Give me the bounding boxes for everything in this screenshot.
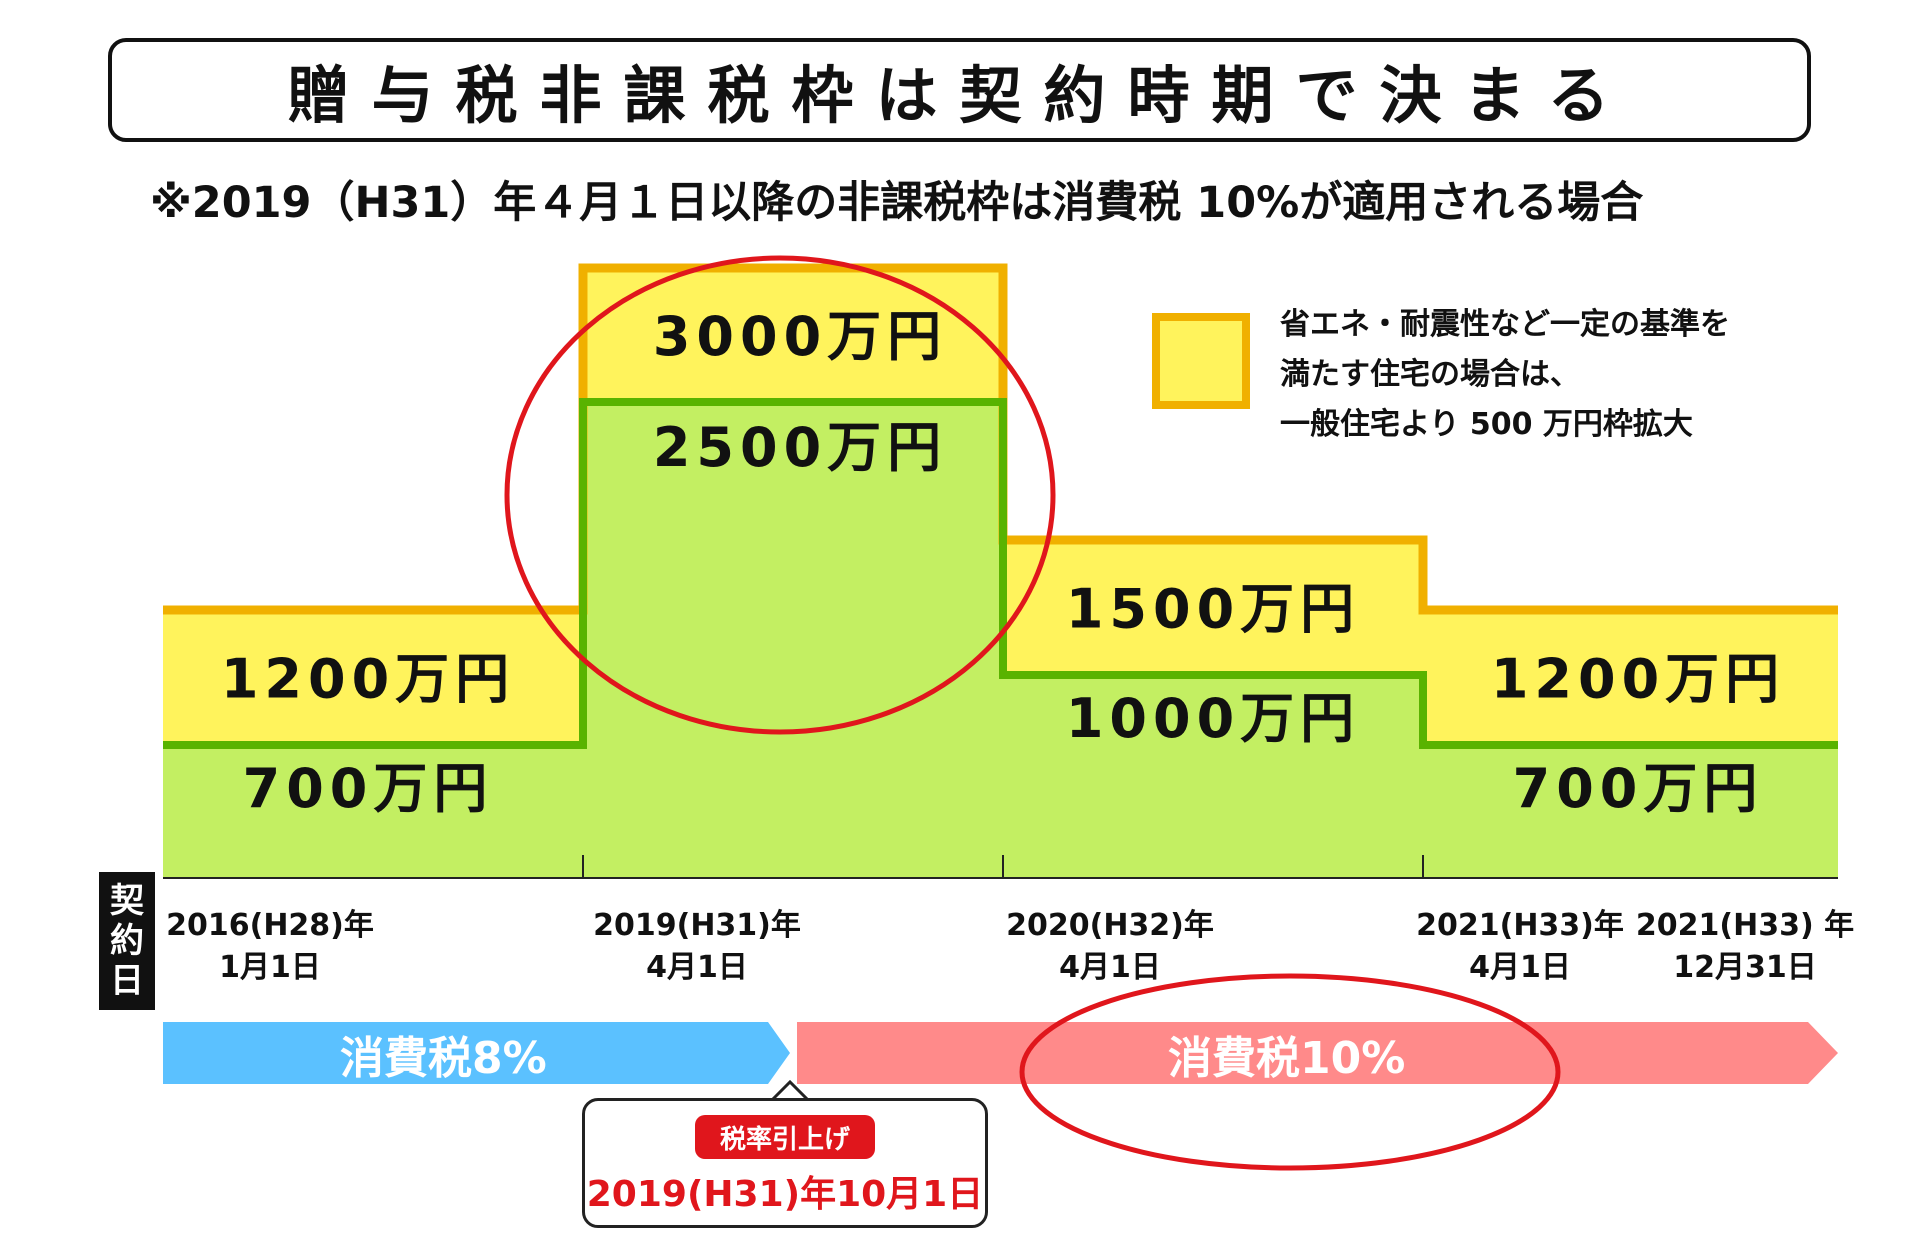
qualified-value-label-3: 1200万円 (1491, 648, 1785, 711)
contract-char-3: 日 (110, 961, 144, 1001)
date-label-2-year: 2020(H32)年 (1006, 908, 1214, 943)
highlight-circle-2019 (504, 255, 1056, 735)
tax-hike-callout: 税率引上げ 2019(H31)年10月1日 (582, 1098, 988, 1228)
qualified-value-label-1: 3000万円 (653, 305, 947, 368)
legend-line-1: 省エネ・耐震性など一定の基準を (1280, 307, 1730, 342)
contract-char-2: 約 (110, 921, 144, 961)
highlight-circles (504, 255, 1561, 1171)
date-label-1-day: 4月1日 (646, 950, 748, 985)
highlight-circle-tax10 (1019, 973, 1561, 1171)
date-label-3-day: 4月1日 (1469, 950, 1571, 985)
contract-char-1: 契 (110, 881, 144, 921)
date-label-4-year: 2021(H33) 年 (1636, 908, 1854, 943)
general-area-2 (1003, 675, 1423, 878)
tax-10-label: 消費税10% (1168, 1033, 1406, 1084)
tax-8-arrow (163, 1022, 790, 1084)
legend-swatch (1152, 313, 1250, 409)
date-label-1-year: 2019(H31)年 (593, 908, 801, 943)
tax-8-label: 消費税8% (340, 1033, 547, 1084)
date-label-2-day: 4月1日 (1059, 950, 1161, 985)
tax-hike-date: 2019(H31)年10月1日 (586, 1174, 984, 1215)
subtitle: ※2019（H31）年４月１日以降の非課税枠は消費税 10%が適用される場合 (150, 178, 1644, 228)
tax-10-arrow (797, 1022, 1838, 1084)
page-title: 贈与税非課税枠は契約時期で決まる (287, 59, 1632, 132)
general-area-0 (163, 745, 583, 878)
general-value-label-1: 2500万円 (653, 416, 947, 479)
general-value-label-0: 700万円 (243, 757, 494, 820)
legend-line-3: 一般住宅より 500 万円枠拡大 (1280, 407, 1693, 442)
chart-value-labels: 1200万円 700万円 3000万円 2500万円 1500万円 1000万円 1200万… (221, 305, 1785, 820)
general-value-label-3: 700万円 (1513, 757, 1764, 820)
legend-line-2: 満たす住宅の場合は、 (1280, 357, 1580, 392)
general-area-3 (1423, 745, 1838, 878)
general-area-1 (583, 402, 1003, 878)
general-value-label-2: 1000万円 (1066, 687, 1360, 750)
date-label-3-year: 2021(H33)年 (1416, 908, 1624, 943)
date-label-0-day: 1月1日 (219, 950, 321, 985)
qualified-value-label-2: 1500万円 (1066, 578, 1360, 641)
chart-axis: 2016(H28)年 1月1日 2019(H31)年 4月1日 2020(H32)年 4月… (163, 855, 1854, 1102)
general-step-line (163, 398, 1838, 749)
qualified-value-label-0: 1200万円 (221, 648, 515, 711)
date-label-0-year: 2016(H28)年 (166, 908, 374, 943)
legend-text: 省エネ・耐震性など一定の基準を 満たす住宅の場合は、 一般住宅より 500 万円… (1280, 300, 1840, 450)
title-box: 贈与税非課税枠は契約時期で決まる (108, 38, 1811, 142)
chart-areas (163, 263, 1838, 878)
tax-hike-badge: 税率引上げ (695, 1115, 875, 1159)
contract-date-label: 契 約 日 (99, 872, 155, 1010)
date-label-4-day: 12月31日 (1673, 950, 1817, 985)
